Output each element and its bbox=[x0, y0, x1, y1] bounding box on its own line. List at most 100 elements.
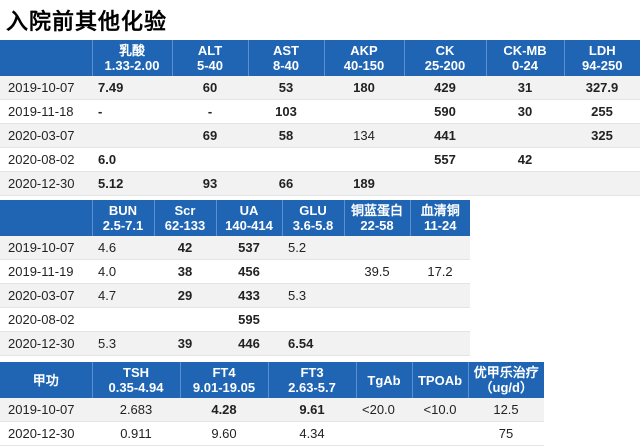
value-cell bbox=[404, 171, 486, 196]
column-name: Scr bbox=[174, 203, 196, 218]
table-row: 2019-10-07 7.49 60 53 180 429 31 327.9 bbox=[0, 76, 640, 100]
value-cell bbox=[344, 283, 410, 308]
value-cell bbox=[344, 331, 410, 356]
value-cell: 31 bbox=[486, 76, 564, 100]
value-cell bbox=[172, 147, 248, 172]
reference-range: 25-200 bbox=[424, 58, 466, 73]
column-header: LDH 94-250 bbox=[563, 40, 640, 76]
value-cell: 255 bbox=[564, 99, 640, 124]
reference-range: 3.6-5.8 bbox=[292, 218, 334, 233]
value-cell: 53 bbox=[248, 76, 324, 100]
column-header: CK-MB 0-24 bbox=[485, 40, 564, 76]
value-cell: <10.0 bbox=[412, 398, 468, 422]
value-cell bbox=[92, 307, 154, 332]
value-cell bbox=[410, 307, 470, 332]
value-cell: 60 bbox=[172, 76, 248, 100]
column-name: LDH bbox=[588, 43, 616, 58]
column-name: TgAb bbox=[367, 372, 401, 388]
column-header: Scr 62-133 bbox=[153, 200, 216, 236]
reference-range: 40-150 bbox=[343, 58, 385, 73]
value-cell: 4.28 bbox=[180, 398, 268, 422]
column-header: FT3 2.63-5.7 bbox=[267, 362, 356, 398]
value-cell: 5.3 bbox=[282, 283, 344, 308]
value-cell: 456 bbox=[216, 259, 282, 284]
column-name: TPOAb bbox=[417, 372, 463, 388]
reference-range: 2.63-5.7 bbox=[288, 380, 336, 395]
value-cell: 4.0 bbox=[92, 259, 154, 284]
value-cell: 4.34 bbox=[268, 421, 356, 446]
date-cell: 2019-10-07 bbox=[0, 76, 92, 100]
reference-range: 11-24 bbox=[423, 218, 457, 233]
date-cell: 2019-11-19 bbox=[0, 259, 92, 284]
value-cell: 327.9 bbox=[564, 76, 640, 100]
value-cell: 2.683 bbox=[92, 398, 180, 422]
value-cell: 58 bbox=[248, 123, 324, 148]
column-name: FT4 bbox=[212, 365, 236, 380]
table-row: 2020-03-07 69 58 134 441 325 bbox=[0, 123, 640, 148]
value-cell: 103 bbox=[248, 99, 324, 124]
value-cell bbox=[282, 307, 344, 332]
column-name: UA bbox=[239, 203, 259, 218]
value-cell bbox=[412, 421, 468, 446]
value-cell: 30 bbox=[486, 99, 564, 124]
date-cell: 2020-12-30 bbox=[0, 171, 92, 196]
reference-range: 8-40 bbox=[272, 58, 300, 73]
column-header: 甲功 bbox=[0, 362, 92, 398]
table-row: 2020-08-02 595 bbox=[0, 307, 470, 332]
value-cell: 6.54 bbox=[282, 331, 344, 356]
column-header: TPOAb bbox=[411, 362, 468, 398]
date-cell: 2019-11-18 bbox=[0, 99, 92, 124]
table-row: 2020-03-07 4.7 29 433 5.3 bbox=[0, 283, 470, 308]
value-cell bbox=[410, 331, 470, 356]
column-header: AST 8-40 bbox=[247, 40, 324, 76]
value-cell: 180 bbox=[324, 76, 404, 100]
value-cell: 17.2 bbox=[410, 259, 470, 284]
value-cell: 557 bbox=[404, 147, 486, 172]
value-cell: 9.61 bbox=[268, 398, 356, 422]
value-cell bbox=[486, 123, 564, 148]
value-cell bbox=[410, 236, 470, 260]
date-cell: 2020-12-30 bbox=[0, 421, 92, 446]
column-header: TSH 0.35-4.94 bbox=[91, 362, 180, 398]
column-name: TSH bbox=[123, 365, 149, 380]
value-cell: 5.2 bbox=[282, 236, 344, 260]
column-header: 铜蓝蛋白 22-58 bbox=[343, 200, 410, 236]
value-cell: <20.0 bbox=[356, 398, 412, 422]
value-cell: - bbox=[172, 99, 248, 124]
value-cell: 595 bbox=[216, 307, 282, 332]
value-cell: - bbox=[92, 99, 172, 124]
column-name: AKP bbox=[350, 43, 378, 58]
table-liver-enzymes: 乳酸 1.33-2.00 ALT 5-40 AST 8-40 AKP 40-150 CK 25-2… bbox=[0, 40, 640, 196]
value-cell: 6.0 bbox=[92, 147, 172, 172]
value-cell: 441 bbox=[404, 123, 486, 148]
value-cell: 29 bbox=[154, 283, 216, 308]
value-cell bbox=[344, 236, 410, 260]
column-name: 优甲乐治疗 bbox=[473, 365, 539, 380]
value-cell bbox=[248, 147, 324, 172]
table-row: 2020-08-02 6.0 557 42 bbox=[0, 147, 640, 172]
table-row: 2019-11-18- -103 590 30 255 bbox=[0, 99, 640, 124]
column-name: BUN bbox=[108, 203, 138, 218]
value-cell: 93 bbox=[172, 171, 248, 196]
value-cell: 42 bbox=[154, 236, 216, 260]
reference-range: 140-414 bbox=[225, 218, 273, 233]
value-cell: 38 bbox=[154, 259, 216, 284]
column-name: CK-MB bbox=[503, 43, 547, 58]
reference-range: （ug/d） bbox=[479, 380, 533, 395]
date-cell: 2020-12-30 bbox=[0, 331, 92, 356]
value-cell: 5.12 bbox=[92, 171, 172, 196]
table-row: 2020-12-30 5.3 39 446 6.54 bbox=[0, 331, 470, 356]
value-cell bbox=[344, 307, 410, 332]
table-row: 2020-12-30 5.12 93 66 189 bbox=[0, 171, 640, 196]
date-cell: 2020-03-07 bbox=[0, 123, 92, 148]
date-cell: 2019-10-07 bbox=[0, 236, 92, 260]
table-row: 2020-12-30 0.911 9.60 4.34 75 bbox=[0, 421, 544, 446]
value-cell bbox=[564, 171, 640, 196]
value-cell: 5.3 bbox=[92, 331, 154, 356]
reference-range: 5-40 bbox=[196, 58, 224, 73]
date-cell: 2019-10-07 bbox=[0, 398, 92, 422]
value-cell bbox=[356, 421, 412, 446]
value-cell bbox=[486, 171, 564, 196]
column-header bbox=[0, 40, 92, 76]
date-cell: 2020-08-02 bbox=[0, 307, 92, 332]
